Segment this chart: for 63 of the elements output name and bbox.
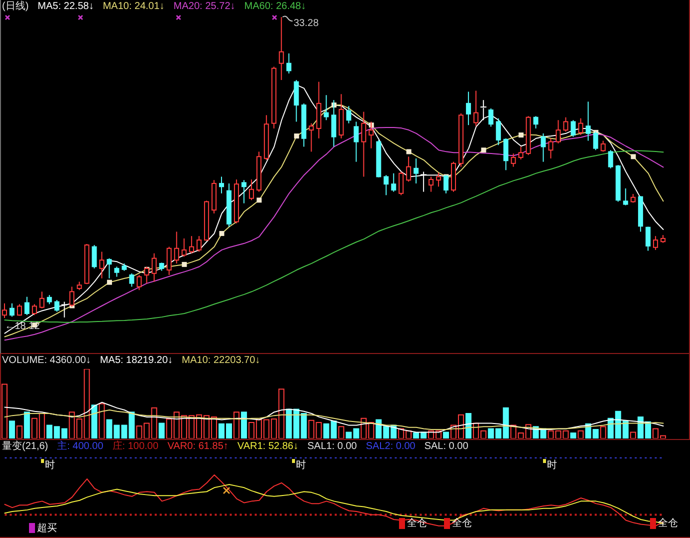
candlestick [414,158,419,184]
candlestick [316,81,322,139]
text: VAR0: 61.85↑ [167,441,228,453]
bar [338,426,344,438]
bar [233,412,240,438]
candlestick [189,236,194,254]
bar [443,432,450,438]
chart-title: (日线) [2,1,29,13]
text: 庄: 100.00 [112,441,158,453]
text: SAL: 0.00 [424,441,468,453]
bar [578,430,584,438]
bar [8,420,15,438]
text: MA10: 24.01↓ [102,1,165,13]
candlestick [286,52,292,74]
chart-title: 量变(21,6) [2,441,48,453]
bar [630,432,636,438]
text: SAL2: 0.00 [366,441,416,453]
annotation: 超买 [37,523,57,534]
text: VAR1: 52.86↓ [237,441,298,453]
candlestick [646,226,651,252]
point [406,149,412,154]
annotation: 全仓 [452,518,472,529]
candlestick [638,196,644,232]
text: MA5: 18219.20↓ [100,355,173,367]
chart-title: VOLUME: 4360.00↓ [2,355,91,367]
point [294,134,300,138]
point [107,280,112,285]
candlestick [278,16,284,81]
candlestick [354,121,359,162]
bar [91,404,98,438]
text: MA20: 25.72↓ [174,1,236,13]
candlestick [361,111,366,178]
point [481,148,486,153]
candlestick [466,91,471,126]
text: MA10: 22203.70↓ [182,355,260,367]
bar [98,403,105,438]
annotation: 33.28 [294,18,320,30]
bar [600,426,606,438]
annotation: 全仓 [658,518,678,529]
candlestick [428,176,434,192]
annotation: 时 [45,460,55,471]
candlestick [152,252,157,282]
point [256,198,262,203]
text: MA60: 26.48↓ [244,1,306,13]
annotation: 时 [296,460,306,471]
bar [570,432,576,438]
point [219,230,224,236]
candlestick [346,106,352,124]
text: SAL1: 0.00 [307,441,357,453]
annotation: 时 [547,460,557,471]
bar [24,412,30,438]
point [518,132,524,138]
bar [16,425,22,438]
point [182,262,187,267]
bar [158,422,165,438]
text: MA5: 22.58↓ [38,1,94,13]
series-label: 主: 400.00 [57,441,104,453]
candlestick [99,251,104,279]
bar [465,412,472,438]
point [630,154,636,160]
bar [240,412,247,438]
candlestick [586,101,591,142]
candlestick [219,176,224,194]
